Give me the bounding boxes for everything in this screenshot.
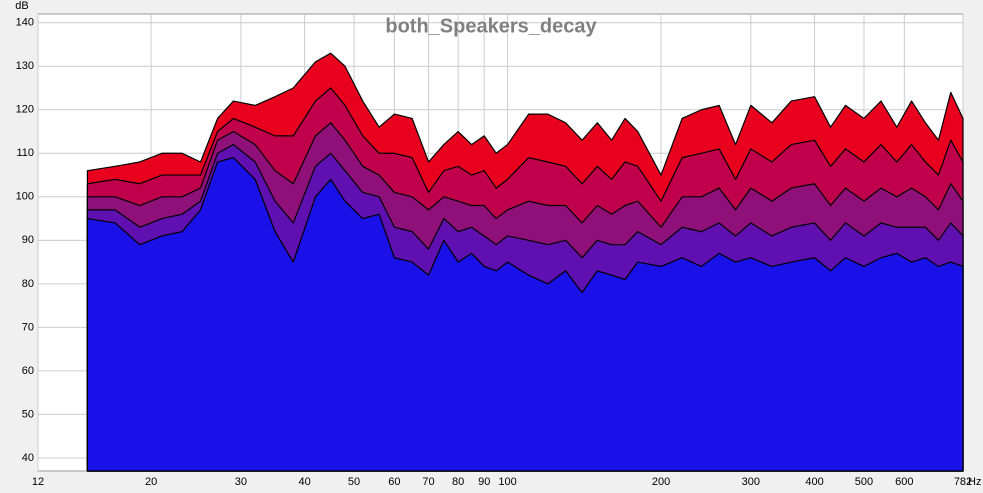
x-tick-label: 100	[498, 476, 516, 488]
y-tick-label: 60	[22, 365, 34, 377]
x-tick-label: 782	[954, 476, 972, 488]
y-tick-label: 90	[22, 234, 34, 246]
chart-title: both_Speakers_decay	[385, 15, 597, 37]
x-tick-label: 500	[855, 476, 873, 488]
x-tick-label: 30	[235, 476, 247, 488]
y-tick-label: 130	[16, 60, 34, 72]
x-tick-label: 50	[348, 476, 360, 488]
x-tick-label: 40	[298, 476, 310, 488]
x-tick-label: 400	[805, 476, 823, 488]
x-tick-label: 80	[452, 476, 464, 488]
areas	[86, 52, 964, 472]
x-tick-label: 20	[145, 476, 157, 488]
y-tick-label: 80	[22, 278, 34, 290]
x-tick-label: 70	[422, 476, 434, 488]
x-tick-label: 600	[895, 476, 913, 488]
y-tick-label: 50	[22, 408, 34, 420]
decay-area	[86, 157, 964, 472]
y-tick-label: 100	[16, 191, 34, 203]
y-axis-label: dB	[15, 0, 28, 12]
y-tick-label: 70	[22, 321, 34, 333]
y-tick-label: 40	[22, 452, 34, 464]
x-tick-label: 12	[32, 476, 44, 488]
x-tick-label: 90	[478, 476, 490, 488]
x-tick-label: 300	[742, 476, 760, 488]
x-tick-label: 60	[388, 476, 400, 488]
y-tick-label: 140	[16, 17, 34, 29]
x-tick-label: 200	[652, 476, 670, 488]
y-tick-label: 110	[16, 147, 34, 159]
y-tick-label: 120	[16, 104, 34, 116]
x-axis-label: Hz	[968, 476, 981, 488]
